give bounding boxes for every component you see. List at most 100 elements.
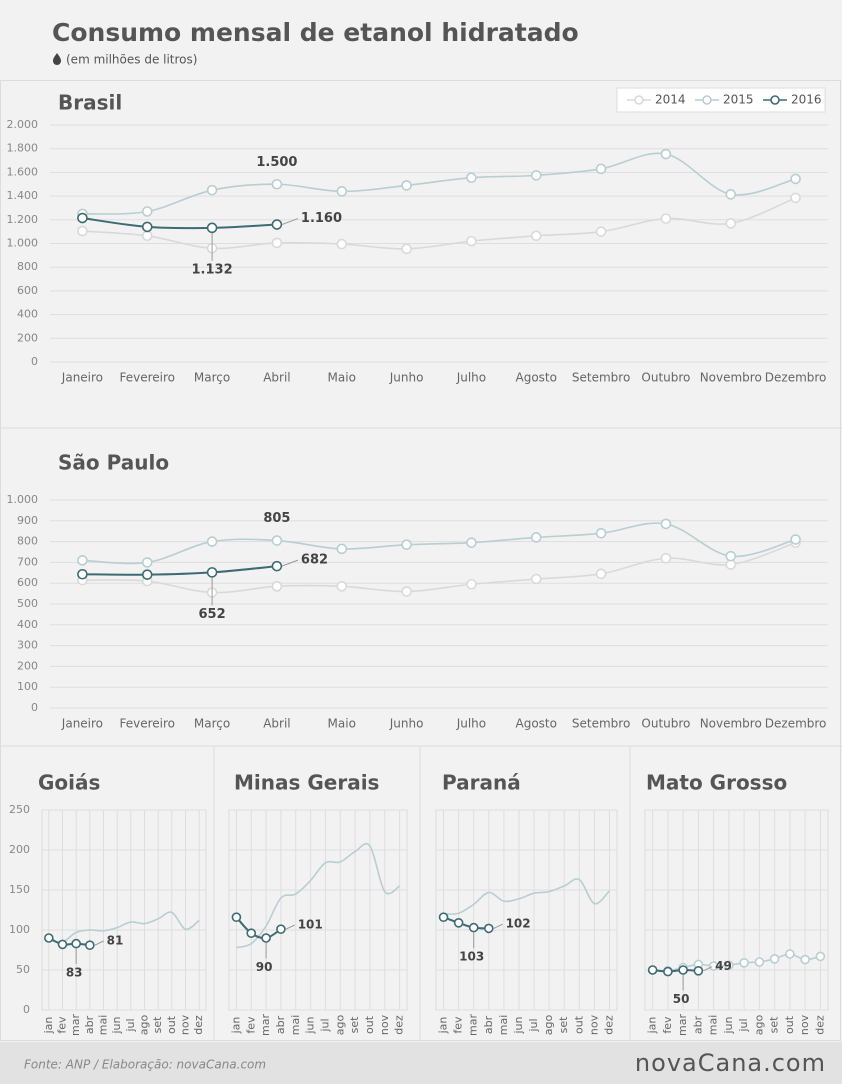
x-tick-label: set xyxy=(151,1016,164,1033)
data-point xyxy=(725,550,737,562)
y-tick-label: 100 xyxy=(17,680,38,693)
y-tick-label: 400 xyxy=(17,618,38,631)
x-tick-label: jan xyxy=(229,1017,242,1035)
data-label: 1.160 xyxy=(301,211,342,226)
y-tick-label: 200 xyxy=(17,331,38,344)
legend-marker xyxy=(702,95,712,105)
x-tick-label: nov xyxy=(798,1014,811,1035)
panel-frame xyxy=(0,80,841,1041)
legend-marker xyxy=(634,95,644,105)
y-tick-label: 1.000 xyxy=(7,237,39,250)
data-point xyxy=(71,938,81,949)
data-point xyxy=(246,928,257,939)
y-tick-label: 700 xyxy=(17,555,38,568)
x-tick-label: mai xyxy=(497,1015,510,1036)
data-point xyxy=(271,535,283,546)
drop-icon xyxy=(53,53,61,65)
data-point xyxy=(401,180,412,191)
x-tick-label: Abril xyxy=(263,717,290,731)
data-point xyxy=(77,225,88,237)
x-tick-label: nov xyxy=(378,1014,391,1035)
data-label: 90 xyxy=(256,960,273,974)
data-point xyxy=(401,586,412,597)
x-tick-label: fev xyxy=(56,1016,69,1034)
x-tick-label: Julho xyxy=(456,371,486,385)
x-tick-label: mar xyxy=(69,1014,82,1036)
y-tick-label: 1.800 xyxy=(7,142,39,155)
panel-title: Goiás xyxy=(38,771,100,795)
data-label: 682 xyxy=(301,553,328,568)
y-tick-label: 50 xyxy=(16,963,30,976)
data-label: 81 xyxy=(107,934,124,948)
data-point xyxy=(800,954,810,965)
x-tick-label: dez xyxy=(393,1015,406,1035)
data-point xyxy=(85,940,95,951)
data-point xyxy=(466,578,477,590)
y-tick-label: 800 xyxy=(17,260,38,273)
data-point xyxy=(466,235,477,247)
data-label: 102 xyxy=(506,917,531,931)
data-point xyxy=(141,569,153,580)
data-label: 1.132 xyxy=(192,262,233,277)
data-point xyxy=(595,226,607,237)
data-point xyxy=(261,933,271,943)
data-label: 50 xyxy=(673,992,690,1006)
series-line xyxy=(82,522,796,565)
x-tick-label: dez xyxy=(813,1015,826,1035)
x-tick-label: jan xyxy=(42,1017,55,1035)
data-point xyxy=(466,172,477,184)
x-tick-label: Março xyxy=(194,371,230,385)
x-tick-label: fev xyxy=(661,1016,674,1034)
data-label: 103 xyxy=(459,950,484,964)
x-tick-label: out xyxy=(783,1015,796,1034)
x-tick-label: jan xyxy=(646,1017,659,1035)
series-line xyxy=(235,916,282,940)
x-tick-label: jun xyxy=(304,1016,317,1034)
legend-label: 2016 xyxy=(791,93,822,107)
x-tick-label: mar xyxy=(259,1014,272,1036)
data-point xyxy=(77,212,88,224)
x-tick-label: jul xyxy=(124,1018,137,1032)
data-point xyxy=(276,924,286,935)
data-point xyxy=(595,527,607,539)
x-tick-label: dez xyxy=(602,1015,615,1035)
y-tick-label: 150 xyxy=(9,883,30,896)
x-tick-label: mai xyxy=(707,1015,720,1036)
data-point xyxy=(660,518,672,530)
data-point xyxy=(483,923,494,934)
x-tick-label: Outubro xyxy=(641,371,690,385)
series-line xyxy=(48,911,200,944)
x-tick-label: jul xyxy=(737,1018,750,1032)
x-tick-label: jul xyxy=(318,1018,331,1032)
data-point xyxy=(231,912,242,923)
y-tick-label: 1.400 xyxy=(7,189,39,202)
y-tick-label: 0 xyxy=(23,1003,30,1016)
x-tick-label: out xyxy=(363,1015,376,1034)
data-point xyxy=(44,933,54,943)
data-point xyxy=(660,148,672,160)
y-tick-label: 200 xyxy=(9,843,30,856)
panel-title: São Paulo xyxy=(58,451,169,475)
data-point xyxy=(790,534,801,545)
panel-title: Minas Gerais xyxy=(234,771,379,795)
legend-box xyxy=(616,87,826,113)
series-line xyxy=(443,916,489,930)
data-label: 652 xyxy=(199,607,226,622)
data-label: 83 xyxy=(66,966,83,980)
data-label: 101 xyxy=(298,918,323,932)
x-tick-label: Novembro xyxy=(700,717,762,731)
data-point xyxy=(271,219,283,230)
y-tick-label: 1.200 xyxy=(7,213,39,226)
x-tick-label: jun xyxy=(722,1016,735,1034)
source-note: Fonte: ANP / Elaboração: novaCana.com xyxy=(24,1058,266,1072)
data-point xyxy=(466,537,477,548)
data-point xyxy=(530,170,542,181)
data-point xyxy=(438,912,449,923)
legend-label: 2014 xyxy=(655,93,686,107)
data-point xyxy=(739,957,749,968)
label-leader xyxy=(94,940,104,946)
data-point xyxy=(660,213,672,224)
data-point xyxy=(206,567,218,578)
x-tick-label: ago xyxy=(333,1015,346,1036)
x-tick-label: Maio xyxy=(328,371,356,385)
